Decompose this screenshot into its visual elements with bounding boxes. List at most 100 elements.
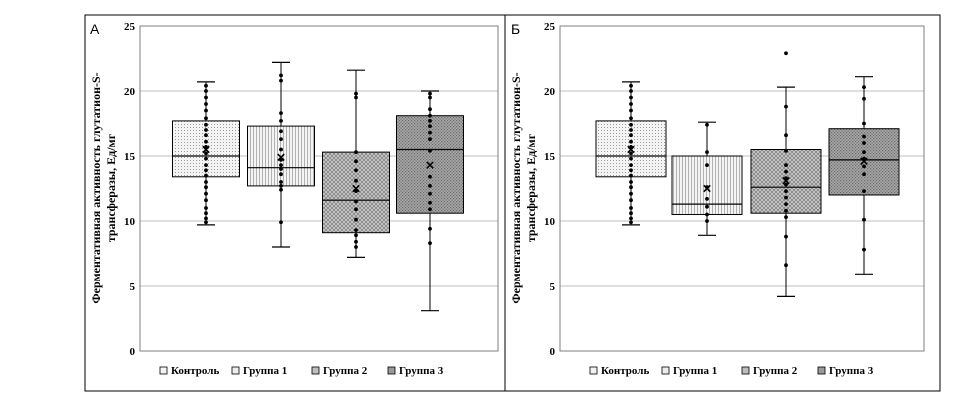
data-point xyxy=(862,164,866,169)
panel-b-legend-item-0: Контроль xyxy=(589,365,649,377)
panel-b-box-группа-2 xyxy=(750,51,822,297)
panel-b-y-label-line-1: Ферментативная активность глутатион-S- xyxy=(509,72,523,303)
data-point xyxy=(204,211,208,216)
legend-swatch xyxy=(589,366,598,375)
data-point xyxy=(705,197,709,201)
data-point xyxy=(279,184,283,188)
panel-a-box-контроль xyxy=(172,81,240,226)
panel-b-boxes xyxy=(595,51,900,297)
panel-a-y-tick-label-5: 5 xyxy=(130,281,136,293)
legend-swatch xyxy=(661,366,670,375)
data-point xyxy=(428,200,432,205)
data-point xyxy=(629,116,633,121)
panel-b-y-tick-label-20: 20 xyxy=(544,86,556,98)
data-point xyxy=(784,263,788,268)
data-point xyxy=(204,173,208,178)
data-point xyxy=(629,206,633,210)
data-point xyxy=(862,217,866,222)
mean-marker xyxy=(202,145,210,154)
data-point xyxy=(204,122,208,127)
panel-b-legend-item-1: Группа 1 xyxy=(661,365,717,377)
data-point xyxy=(204,156,208,161)
data-point xyxy=(204,133,208,138)
data-point xyxy=(279,172,283,177)
legend-label: Группа 1 xyxy=(673,365,717,377)
data-point xyxy=(428,226,432,231)
panel-b-y-ticks: 0 5 10 15 20 25 xyxy=(544,21,556,358)
data-point xyxy=(279,220,283,225)
data-point xyxy=(279,187,283,192)
legend-label: Контроль xyxy=(601,365,649,377)
data-point xyxy=(784,195,788,200)
data-point xyxy=(862,85,866,89)
legend-label: Группа 2 xyxy=(753,365,798,377)
legend-label: Группа 3 xyxy=(399,365,444,377)
mean-marker xyxy=(352,184,360,193)
data-point xyxy=(428,137,432,142)
panel-b-y-tick-label-25: 25 xyxy=(544,21,556,33)
panel-b-y-tick-label-10: 10 xyxy=(544,216,556,228)
data-point xyxy=(862,189,866,194)
data-point xyxy=(629,102,633,106)
panel-b-legend: Контроль Группа 1 Группа 2 Группа 3 xyxy=(589,365,874,377)
panel-b-box-контроль xyxy=(595,81,667,226)
data-point xyxy=(279,180,283,184)
legend-swatch xyxy=(387,366,396,375)
data-point xyxy=(629,156,633,161)
data-point xyxy=(354,178,358,183)
data-point xyxy=(629,128,633,132)
data-point xyxy=(862,141,866,145)
data-point xyxy=(428,207,432,212)
data-point xyxy=(354,239,358,244)
legend-swatch xyxy=(159,366,168,375)
mean-marker xyxy=(703,184,711,193)
data-point xyxy=(354,228,358,233)
data-point xyxy=(705,204,709,209)
data-point xyxy=(428,113,432,118)
data-point xyxy=(428,95,432,100)
data-point xyxy=(354,199,358,204)
data-point xyxy=(784,189,788,194)
data-point xyxy=(629,139,633,144)
data-point xyxy=(784,234,788,239)
data-point xyxy=(428,130,432,135)
data-point xyxy=(204,151,208,156)
data-point xyxy=(705,150,709,155)
data-point xyxy=(629,216,633,221)
panel-a-legend-item-1: Группа 1 xyxy=(231,365,287,377)
data-point xyxy=(862,96,866,101)
legend-swatch xyxy=(311,366,320,375)
data-point xyxy=(629,89,633,93)
data-point xyxy=(629,108,633,113)
data-point xyxy=(629,180,633,184)
data-point xyxy=(204,168,208,173)
panel-a-legend: Контроль Группа 1 Группа 2 Группа 3 xyxy=(159,365,444,377)
panel-a-label: А xyxy=(90,21,100,37)
data-point xyxy=(705,163,709,168)
panel-a-y-tick-label-0: 0 xyxy=(130,346,136,358)
data-point xyxy=(279,129,283,134)
data-point xyxy=(279,78,283,83)
panel-b-plot-frame xyxy=(559,25,925,352)
panel-a-y-label-line-2: трансферазы, Ед/мг xyxy=(104,133,118,242)
data-point xyxy=(428,91,432,96)
data-point xyxy=(784,133,788,138)
panel-a-legend-item-0: Контроль xyxy=(159,365,219,377)
data-point xyxy=(629,198,633,203)
data-point xyxy=(204,102,208,106)
data-point xyxy=(204,185,208,190)
panel-b-frame xyxy=(504,14,941,392)
data-point xyxy=(279,163,283,168)
data-point xyxy=(629,151,633,156)
panel-a-y-ticks: 0 5 10 15 20 25 xyxy=(124,21,136,358)
data-point xyxy=(629,133,633,138)
data-point xyxy=(204,216,208,221)
data-point xyxy=(354,168,358,173)
panel-b: Б 0 5 10 15 20 25 Ферментативная активность г… xyxy=(504,14,941,392)
panel-b-label: Б xyxy=(511,21,520,37)
data-point xyxy=(629,83,633,88)
data-point xyxy=(204,95,208,100)
legend-swatch xyxy=(817,366,826,375)
data-point xyxy=(428,241,432,246)
